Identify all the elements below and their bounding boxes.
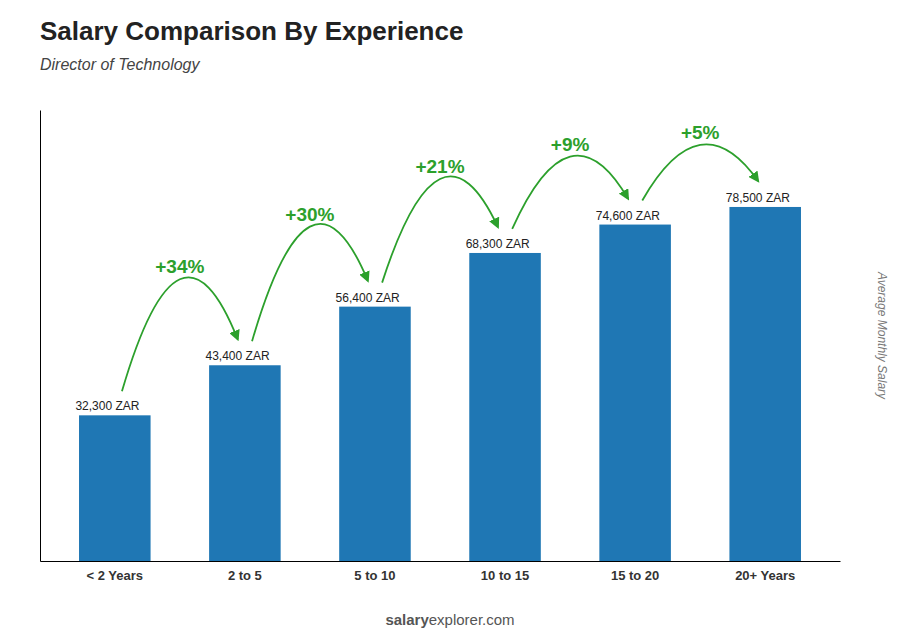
chart-container: Salary Comparison By Experience Director … bbox=[0, 0, 900, 641]
change-label: +9% bbox=[551, 134, 590, 155]
data-label: 68,300 ZAR bbox=[466, 237, 530, 251]
change-arrow bbox=[642, 144, 758, 200]
chart-svg: Salary Comparison By Experience Director … bbox=[0, 0, 900, 641]
change-arrow bbox=[252, 224, 368, 341]
pct-changes: +34% +30% +21% +9% +5% bbox=[122, 122, 758, 391]
watermark-normal: explorer.com bbox=[429, 611, 515, 628]
y-axis-line bbox=[40, 111, 41, 562]
change-arrow bbox=[382, 176, 498, 282]
bar bbox=[79, 415, 151, 561]
change-label: +30% bbox=[285, 204, 334, 225]
data-label: 78,500 ZAR bbox=[726, 191, 790, 205]
x-axis: < 2 Years 2 to 5 5 to 10 10 to 15 15 to 20 20… bbox=[41, 562, 841, 584]
watermark: salaryexplorer.com bbox=[385, 611, 514, 628]
x-tick-label: < 2 Years bbox=[87, 568, 144, 583]
x-axis-line bbox=[41, 561, 841, 562]
x-tick: 2 to 5 bbox=[228, 568, 262, 583]
x-tick-label: 10 to 15 bbox=[481, 568, 529, 583]
data-label: 74,600 ZAR bbox=[596, 209, 660, 223]
data-label: 32,300 ZAR bbox=[75, 399, 139, 413]
data-label: 43,400 ZAR bbox=[206, 349, 270, 363]
change-arrow bbox=[122, 277, 238, 391]
change-label: +21% bbox=[415, 156, 464, 177]
change-arrow bbox=[512, 156, 628, 229]
x-tick-label: 20+ Years bbox=[735, 568, 795, 583]
bar bbox=[599, 225, 671, 561]
x-tick: 10 to 15 bbox=[481, 568, 529, 583]
x-tick: 20+ Years bbox=[735, 568, 795, 583]
bar bbox=[469, 253, 541, 561]
x-tick-label: 15 to 20 bbox=[611, 568, 659, 583]
bars bbox=[79, 207, 801, 561]
bar bbox=[209, 365, 281, 561]
change-label: +34% bbox=[155, 256, 204, 277]
x-tick: 5 to 10 bbox=[354, 568, 395, 583]
y-axis-title: Average Monthly Salary bbox=[875, 271, 889, 400]
plot: < 2 Years 2 to 5 5 to 10 10 to 15 15 to 20 20… bbox=[41, 111, 841, 584]
x-tick-label: 5 to 10 bbox=[354, 568, 395, 583]
change-label: +5% bbox=[681, 122, 720, 143]
subtitle: Director of Technology bbox=[40, 56, 200, 73]
watermark-bold: salary bbox=[385, 611, 429, 628]
y-axis bbox=[40, 111, 41, 562]
data-labels: 32,300 ZAR 43,400 ZAR 56,400 ZAR 68,300 ZAR… bbox=[75, 191, 790, 413]
title: Salary Comparison By Experience bbox=[40, 16, 463, 46]
x-tick: 15 to 20 bbox=[611, 568, 659, 583]
x-tick: < 2 Years bbox=[87, 568, 144, 583]
bar bbox=[339, 307, 411, 561]
bar bbox=[729, 207, 801, 561]
x-tick-label: 2 to 5 bbox=[228, 568, 262, 583]
data-label: 56,400 ZAR bbox=[336, 291, 400, 305]
